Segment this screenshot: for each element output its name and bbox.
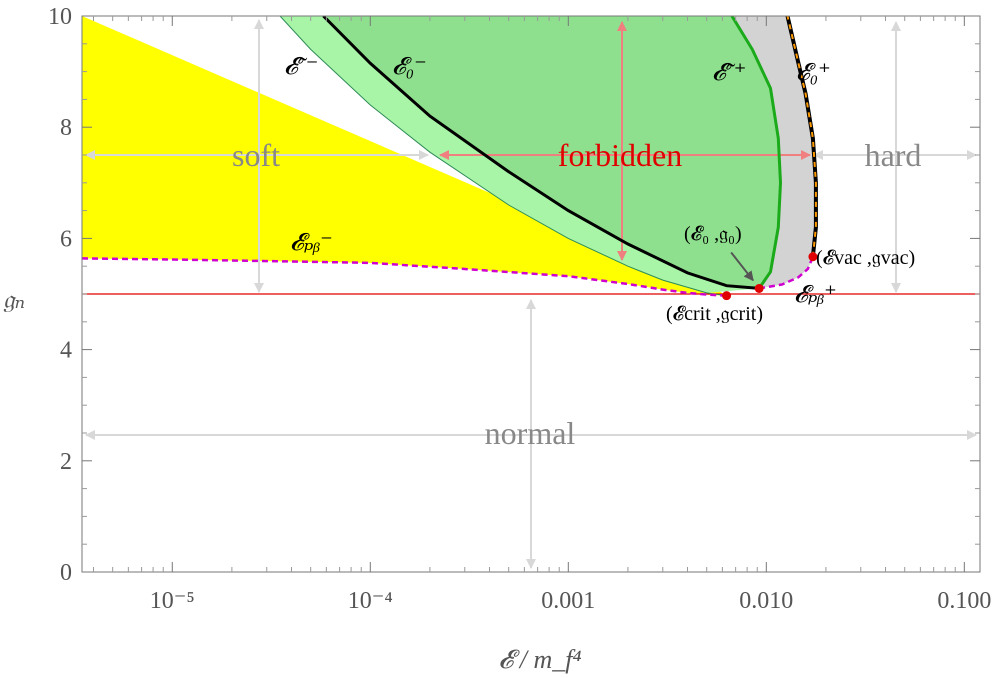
point-label-crit: (𝓔crit ,𝔤crit) (666, 303, 763, 325)
curve-epb-minus (82, 257, 727, 297)
special-point-2 (808, 252, 818, 262)
x-tick-label: 0.100 (937, 588, 991, 614)
ticks-layer: 10⁻⁵ 10⁻⁴ 0.001 0.010 0.100 0 2 4 6 8 10 (48, 4, 991, 614)
curve-e0-plus-dash (786, 16, 817, 257)
curves-layer (82, 16, 818, 297)
curve-e-tilde-minus (279, 16, 727, 297)
points-layer (722, 251, 818, 301)
pointer-arrow-e0-g0 (730, 251, 754, 282)
curve-label-epb-plus: 𝓔ₚᵦ⁺ (794, 282, 837, 308)
curve-label-e0-minus: 𝓔₀⁻ (392, 54, 427, 80)
curve-label-e-tilde-plus: 𝓔˜⁺ (712, 60, 746, 86)
arrows-layer (85, 19, 977, 569)
x-tick-label: 0.001 (541, 588, 595, 614)
point-label-vac: (𝓔vac ,𝔤vac) (816, 247, 915, 269)
x-tick-label: 10⁻⁵ (150, 588, 195, 614)
special-point-1 (722, 291, 732, 301)
y-tick-label: 10 (48, 4, 72, 30)
region-transition (280, 16, 760, 293)
region-label-hard: hard (865, 137, 922, 173)
y-tick-label: 4 (60, 338, 72, 364)
y-tick-label: 0 (60, 560, 72, 586)
y-tick-label: 6 (60, 226, 72, 252)
curve-label-e-tilde-minus: 𝓔˜⁻ (284, 54, 318, 80)
y-tick-label: 2 (60, 449, 72, 475)
curve-label-epb-minus: 𝓔ₚᵦ⁻ (290, 230, 333, 256)
y-axis-title: 𝔤ₙ (3, 285, 25, 314)
x-axis-title: 𝓔 / m_f⁴ (498, 645, 581, 674)
curve-label-e0-plus: 𝓔₀⁺ (796, 60, 831, 86)
curve-e-tilde-plus (730, 16, 783, 290)
point-label-e0-g0: (𝓔₀ ,𝔤₀) (684, 223, 742, 245)
region-label-normal: normal (485, 415, 576, 451)
y-tick-label: 8 (60, 115, 72, 141)
special-point-0 (754, 283, 764, 293)
x-tick-label: 10⁻⁴ (348, 588, 393, 614)
region-label-soft: soft (232, 137, 280, 173)
region-gray (731, 16, 816, 289)
curve-e0-minus (322, 16, 760, 290)
curve-epb-plus (758, 256, 815, 290)
x-tick-label: 0.010 (739, 588, 793, 614)
region-label-forbidden: forbidden (558, 137, 682, 173)
